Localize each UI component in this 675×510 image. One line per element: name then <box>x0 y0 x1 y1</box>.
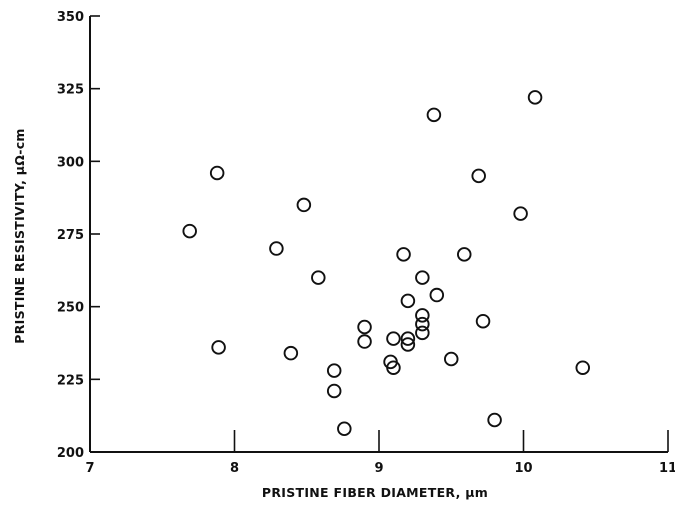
data-point <box>400 293 416 309</box>
data-point <box>426 107 442 123</box>
data-points <box>182 90 590 436</box>
data-point <box>269 241 284 256</box>
data-point <box>415 316 430 332</box>
y-tick-label: 350 <box>57 10 84 25</box>
data-point <box>182 223 197 239</box>
x-tick-label: 9 <box>374 461 383 476</box>
data-point <box>386 331 401 346</box>
data-point <box>311 270 326 285</box>
data-point <box>283 345 299 361</box>
data-point <box>400 337 416 352</box>
axes <box>89 16 668 453</box>
data-point <box>296 197 312 213</box>
data-point <box>209 165 225 181</box>
data-point <box>429 287 445 303</box>
data-point <box>357 319 372 335</box>
x-axis-title: PRISTINE FIBER DIAMETER, μm <box>262 485 488 500</box>
y-tick-label: 275 <box>57 228 84 243</box>
y-tick-label: 250 <box>57 301 84 316</box>
data-point <box>527 90 543 105</box>
x-tick-label: 8 <box>230 461 239 476</box>
data-point <box>326 363 342 378</box>
data-point <box>457 247 472 262</box>
y-axis-title: PRISTINE RESISTIVITY, μΩ-cm <box>12 128 27 343</box>
data-point <box>326 383 342 399</box>
data-point <box>513 206 528 221</box>
data-point <box>475 313 491 329</box>
data-point <box>386 360 401 375</box>
ticks: 7 8 9 10 11 200 225 250 275 300 325 350 <box>57 10 675 476</box>
data-point <box>396 247 411 262</box>
data-point <box>575 360 590 375</box>
data-point <box>415 270 430 285</box>
x-tick-label: 10 <box>514 461 532 476</box>
y-tick-label: 300 <box>57 155 84 170</box>
data-point <box>444 351 459 367</box>
y-tick-label: 200 <box>57 446 84 461</box>
y-tick-label: 225 <box>57 373 84 388</box>
data-point <box>415 308 430 323</box>
data-point <box>357 334 372 349</box>
data-point <box>487 412 502 428</box>
data-point <box>471 168 486 184</box>
data-point <box>415 325 430 341</box>
data-point <box>337 421 352 436</box>
x-tick-label: 11 <box>659 461 675 476</box>
data-point <box>400 331 416 346</box>
data-point <box>211 340 226 355</box>
y-tick-label: 325 <box>57 83 84 98</box>
x-tick-label: 7 <box>85 461 94 476</box>
